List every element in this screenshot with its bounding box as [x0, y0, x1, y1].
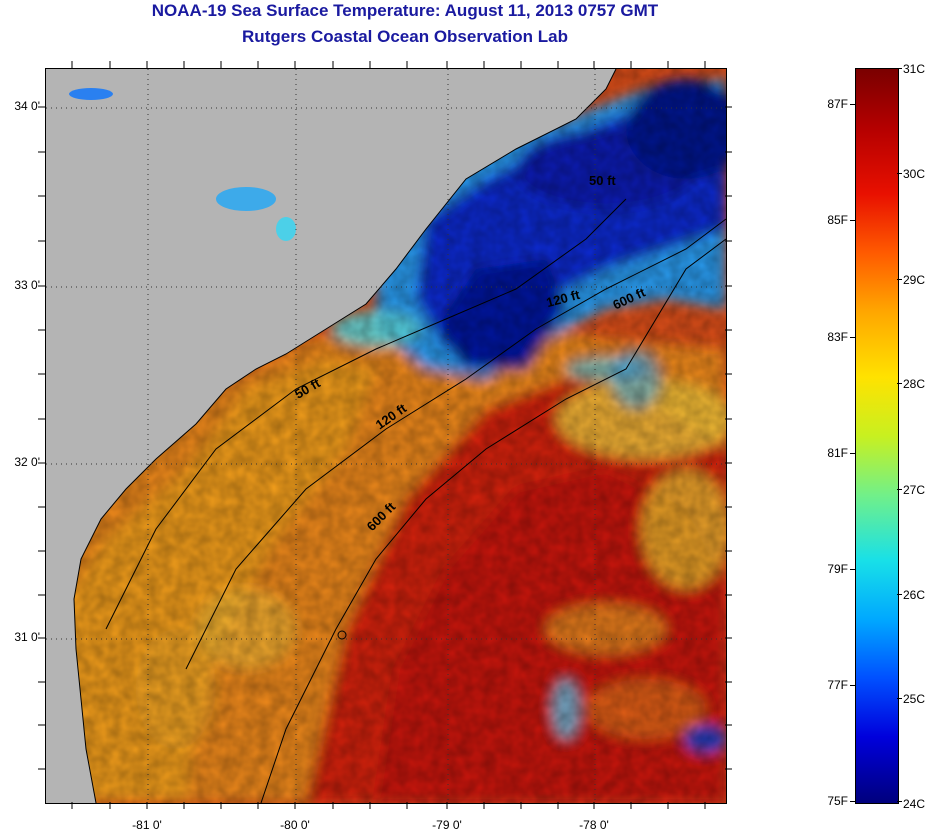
colorbar-tick — [850, 685, 855, 686]
lat-label-31: 31 0' — [14, 630, 40, 644]
colorbar-tick — [897, 173, 902, 174]
colorbar-tick — [850, 801, 855, 802]
colorbar-tick — [897, 68, 902, 69]
colorbar-tick — [850, 220, 855, 221]
colorbar-label-77f: 77F — [827, 678, 848, 692]
buoy-marker — [337, 630, 347, 640]
colorbar-label-81f: 81F — [827, 446, 848, 460]
lat-label-34: 34 0' — [14, 99, 40, 113]
inland-water — [69, 88, 113, 100]
colorbar-label-25c: 25C — [903, 692, 926, 706]
map-title: NOAA-19 Sea Surface Temperature: August … — [151, 1, 659, 20]
temperature-colorbar — [855, 68, 899, 804]
colorbar-tick — [897, 489, 902, 490]
sst-map[interactable]: 50 ft 120 ft 600 ft 50 ft 120 ft 600 ft — [45, 68, 727, 804]
colorbar-label-83f: 83F — [827, 330, 848, 344]
depth-contours — [105, 198, 726, 803]
colorbar-label-31c: 31C — [903, 62, 926, 76]
land-mass — [46, 69, 616, 803]
colorbar-label-85f: 85F — [827, 213, 848, 227]
colorbar-label-75f: 75F — [827, 794, 848, 808]
lon-label-79: -79 0' — [432, 818, 462, 832]
colorbar-label-30c: 30C — [903, 167, 926, 181]
colorbar-tick — [850, 337, 855, 338]
colorbar-label-29c: 29C — [903, 273, 926, 287]
colorbar-tick — [897, 279, 902, 280]
colorbar-label-79f: 79F — [827, 562, 848, 576]
colorbar-label-26c: 26C — [903, 588, 926, 602]
colorbar-label-87f: 87F — [827, 97, 848, 111]
sst-map-svg — [46, 69, 726, 803]
inland-water — [276, 217, 296, 241]
lon-label-78: -78 0' — [579, 818, 609, 832]
lat-label-33: 33 0' — [14, 278, 40, 292]
colorbar-tick — [897, 594, 902, 595]
colorbar-tick — [897, 801, 902, 802]
lon-label-80: -80 0' — [280, 818, 310, 832]
colorbar-tick — [850, 453, 855, 454]
inland-water — [216, 187, 276, 211]
lat-label-32: 32 0' — [14, 455, 40, 469]
colorbar-tick — [897, 383, 902, 384]
coastline — [73, 69, 617, 803]
graticule — [46, 69, 726, 803]
colorbar-tick — [850, 569, 855, 570]
map-subtitle: Rutgers Coastal Ocean Observation Lab — [242, 27, 568, 46]
contour-label-50ft-north: 50 ft — [589, 173, 616, 188]
colorbar-label-27c: 27C — [903, 483, 926, 497]
colorbar-tick — [850, 104, 855, 105]
lon-label-81: -81 0' — [132, 818, 162, 832]
colorbar-label-28c: 28C — [903, 377, 926, 391]
colorbar-tick — [897, 698, 902, 699]
colorbar-label-24c: 24C — [903, 797, 926, 811]
